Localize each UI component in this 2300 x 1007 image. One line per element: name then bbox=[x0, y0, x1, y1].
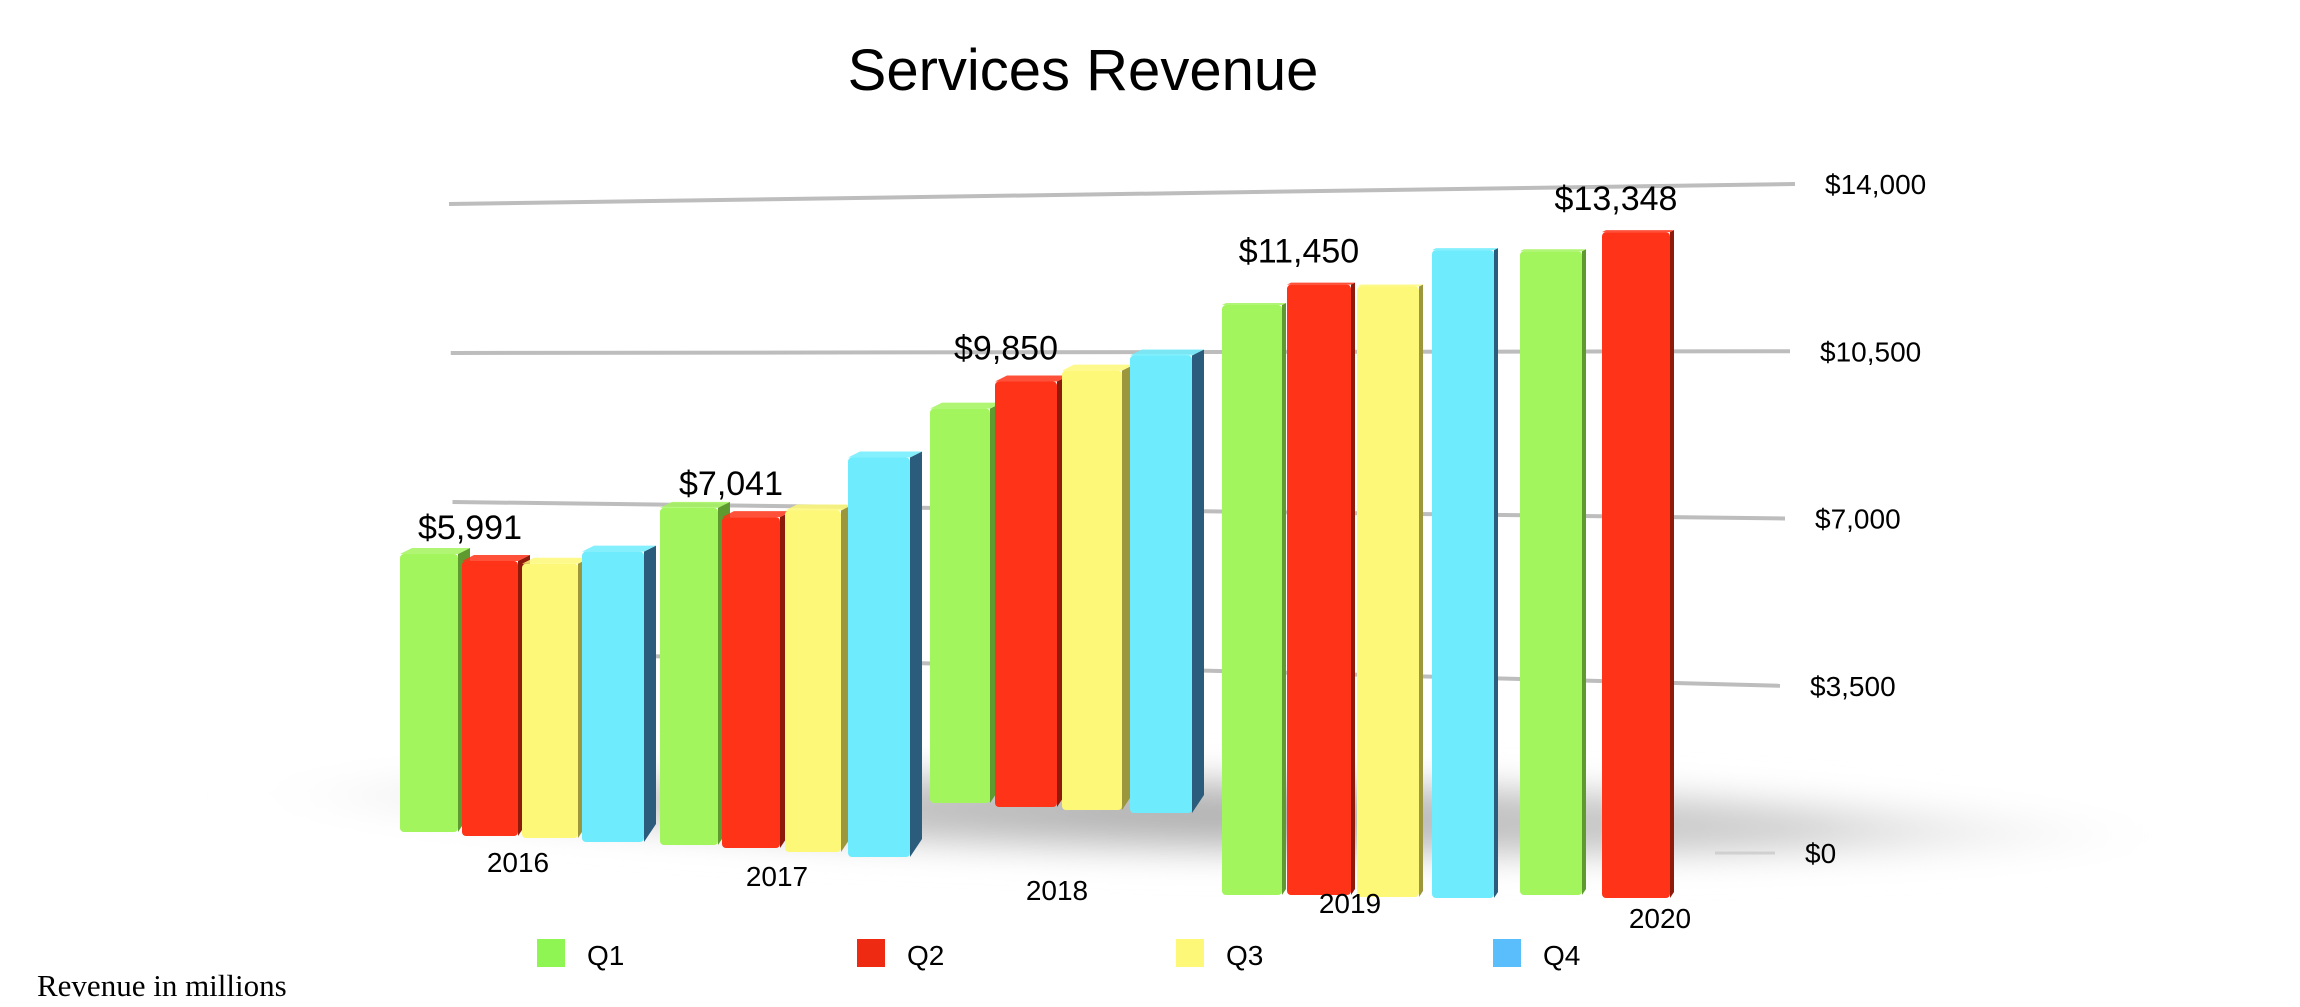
bar-side-2019-q3 bbox=[1419, 284, 1423, 897]
bar-2016-q4 bbox=[582, 551, 644, 842]
data-label-2017: $7,041 bbox=[679, 465, 783, 503]
bar-2016-q3 bbox=[522, 563, 578, 838]
footnote: Revenue in millions bbox=[37, 968, 287, 1003]
bar-top-2017-q1 bbox=[660, 501, 730, 508]
bar-top-2019-q3 bbox=[1357, 284, 1423, 287]
data-label-2016: $5,991 bbox=[418, 509, 522, 547]
chart-title: Services Revenue bbox=[848, 38, 1319, 103]
bar-2019-q2 bbox=[1287, 284, 1351, 895]
bar-2020-q2 bbox=[1602, 232, 1670, 899]
bar-2017-q2 bbox=[722, 517, 780, 848]
bars bbox=[400, 230, 1674, 899]
bar-top-2016-q2 bbox=[462, 555, 530, 562]
y-axis-tick-labels: $0 $3,500 $7,000 $10,500 $14,000 bbox=[1805, 169, 1926, 869]
y-tick-label: $14,000 bbox=[1825, 169, 1926, 200]
bar-top-2018-q1 bbox=[930, 402, 1002, 409]
bar-2018-q4 bbox=[1130, 355, 1192, 813]
bar-side-2020-q1 bbox=[1582, 249, 1586, 895]
bar-top-2019-q4 bbox=[1432, 248, 1498, 251]
legend: Q1 Q2 Q3 Q4 bbox=[537, 939, 1580, 971]
bar-top-2016-q4 bbox=[582, 545, 656, 552]
gridline bbox=[448, 182, 1796, 206]
bar-2019-q1 bbox=[1222, 305, 1282, 895]
bar-top-2020-q1 bbox=[1520, 249, 1586, 252]
bar-2018-q2 bbox=[995, 381, 1057, 807]
bar-top-2019-q2 bbox=[1287, 282, 1355, 285]
legend-label-q2: Q2 bbox=[907, 940, 944, 971]
gridline bbox=[450, 349, 1791, 355]
bar-side-2016-q4 bbox=[644, 545, 656, 842]
bar-2018-q3 bbox=[1062, 370, 1122, 810]
x-label-2020: 2020 bbox=[1629, 903, 1691, 934]
legend-label-q4: Q4 bbox=[1543, 940, 1580, 971]
y-tick-label: $0 bbox=[1805, 838, 1836, 869]
bar-2017-q1 bbox=[660, 507, 718, 845]
bar-side-2019-q1 bbox=[1282, 303, 1286, 895]
bar-top-2016-q1 bbox=[400, 548, 470, 555]
y-tick-label: $3,500 bbox=[1810, 671, 1896, 702]
legend-item-q1: Q1 bbox=[537, 939, 624, 971]
legend-swatch-q1 bbox=[537, 939, 565, 967]
y-tick-label: $10,500 bbox=[1820, 336, 1921, 367]
bar-top-2017-q2 bbox=[722, 511, 792, 518]
bar-top-2019-q1 bbox=[1222, 303, 1286, 306]
legend-item-q4: Q4 bbox=[1493, 939, 1580, 971]
bar-2017-q4 bbox=[848, 457, 910, 857]
bar-top-2018-q2 bbox=[995, 375, 1069, 382]
bar-2020-q1 bbox=[1520, 251, 1582, 895]
bar-2016-q1 bbox=[400, 554, 458, 832]
x-label-2018: 2018 bbox=[1026, 875, 1088, 906]
x-axis-category-labels: 2016 2017 2018 2019 2020 bbox=[487, 847, 1691, 934]
data-label-2019: $11,450 bbox=[1239, 233, 1359, 271]
bar-side-2019-q4 bbox=[1494, 248, 1498, 898]
legend-swatch-q2 bbox=[857, 939, 885, 967]
legend-item-q2: Q2 bbox=[857, 939, 944, 971]
legend-swatch-q4 bbox=[1493, 939, 1521, 967]
x-label-2019: 2019 bbox=[1319, 888, 1381, 919]
bar-2016-q2 bbox=[462, 561, 518, 836]
data-label-2020: $13,348 bbox=[1555, 180, 1678, 218]
legend-label-q3: Q3 bbox=[1226, 940, 1263, 971]
bar-2018-q1 bbox=[930, 408, 990, 803]
bar-side-2017-q4 bbox=[910, 451, 922, 857]
legend-swatch-q3 bbox=[1176, 939, 1204, 967]
bar-2017-q3 bbox=[785, 510, 841, 852]
data-labels: $5,991 $7,041 $9,850 $11,450 $13,348 bbox=[418, 180, 1677, 547]
bar-side-2020-q2 bbox=[1670, 230, 1674, 899]
bar-top-2017-q4 bbox=[848, 451, 922, 458]
x-label-2017: 2017 bbox=[746, 861, 808, 892]
bar-2019-q3 bbox=[1357, 286, 1419, 897]
bar-top-2020-q2 bbox=[1602, 230, 1674, 233]
bar-top-2018-q3 bbox=[1062, 364, 1134, 371]
x-label-2016: 2016 bbox=[487, 847, 549, 878]
bar-side-2019-q2 bbox=[1351, 282, 1355, 895]
bar-top-2018-q4 bbox=[1130, 349, 1204, 356]
bar-2019-q4 bbox=[1432, 250, 1494, 898]
data-label-2018: $9,850 bbox=[954, 329, 1058, 367]
legend-item-q3: Q3 bbox=[1176, 939, 1263, 971]
y-tick-label: $7,000 bbox=[1815, 504, 1901, 535]
bar-side-2018-q4 bbox=[1192, 349, 1204, 813]
bar-top-2017-q3 bbox=[785, 504, 853, 511]
bar-top-2016-q3 bbox=[522, 557, 590, 564]
legend-label-q1: Q1 bbox=[587, 940, 624, 971]
